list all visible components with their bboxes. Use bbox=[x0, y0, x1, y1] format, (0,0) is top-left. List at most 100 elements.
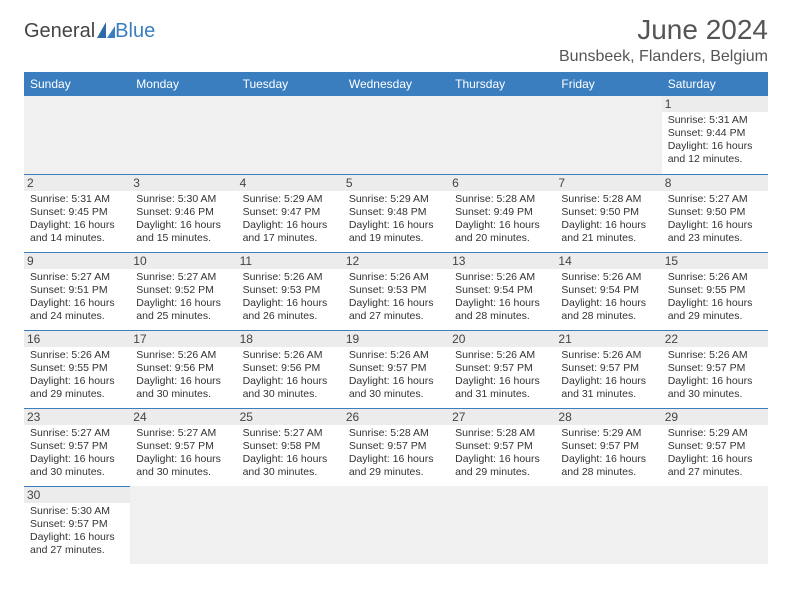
calendar-day-cell: 10Sunrise: 5:27 AMSunset: 9:52 PMDayligh… bbox=[130, 252, 236, 330]
day-info-line: Sunrise: 5:31 AM bbox=[30, 193, 124, 206]
day-info-line: Sunrise: 5:29 AM bbox=[561, 427, 655, 440]
day-info-line: and 24 minutes. bbox=[30, 310, 124, 323]
day-number: 20 bbox=[449, 331, 555, 347]
day-info-line: Daylight: 16 hours bbox=[349, 375, 443, 388]
day-info-line: Sunrise: 5:29 AM bbox=[668, 427, 762, 440]
day-info-line: Sunrise: 5:27 AM bbox=[243, 427, 337, 440]
calendar-day-cell: 12 Sunrise: 5:26 AMSunset: 9:53 PMDayligh… bbox=[343, 252, 449, 330]
day-info: Sunrise: 5:29 AMSunset: 9:57 PMDaylight:… bbox=[668, 427, 762, 480]
day-number: 17 bbox=[130, 331, 236, 347]
day-info-line: Sunrise: 5:31 AM bbox=[668, 114, 762, 127]
weekday-header: Wednesday bbox=[343, 72, 449, 96]
day-info-line: and 26 minutes. bbox=[243, 310, 337, 323]
day-number: 11 bbox=[237, 253, 343, 269]
logo-text-blue: Blue bbox=[115, 20, 155, 43]
day-info: Sunrise: 5:26 AMSunset: 9:55 PMDaylight:… bbox=[668, 271, 762, 324]
day-info-line: and 31 minutes. bbox=[561, 388, 655, 401]
day-info-line: Daylight: 16 hours bbox=[243, 219, 337, 232]
calendar-empty-cell bbox=[343, 486, 449, 564]
day-info-line: Sunset: 9:53 PM bbox=[349, 284, 443, 297]
day-info-line: and 29 minutes. bbox=[349, 466, 443, 479]
day-info: Sunrise: 5:31 AMSunset: 9:45 PMDaylight:… bbox=[30, 193, 124, 246]
day-info-line: Sunrise: 5:26 AM bbox=[243, 349, 337, 362]
calendar-body: 1 Sunrise: 5:31 AMSunset: 9:44 PMDaylight… bbox=[24, 96, 768, 564]
calendar-day-cell: 9 Sunrise: 5:27 AMSunset: 9:51 PMDaylight… bbox=[24, 252, 130, 330]
calendar-empty-cell bbox=[449, 486, 555, 564]
day-info: Sunrise: 5:30 AMSunset: 9:46 PMDaylight:… bbox=[136, 193, 230, 246]
title-block: June 2024 Bunsbeek, Flanders, Belgium bbox=[559, 14, 768, 66]
day-info-line: Sunset: 9:57 PM bbox=[561, 440, 655, 453]
day-number: 9 bbox=[24, 253, 130, 269]
day-info-line: Sunset: 9:57 PM bbox=[349, 362, 443, 375]
day-info-line: Sunset: 9:53 PM bbox=[243, 284, 337, 297]
day-info-line: Sunset: 9:56 PM bbox=[243, 362, 337, 375]
day-info: Sunrise: 5:26 AMSunset: 9:53 PMDaylight:… bbox=[349, 271, 443, 324]
weekday-header: Saturday bbox=[662, 72, 768, 96]
day-number: 1 bbox=[662, 96, 768, 112]
calendar-day-cell: 2Sunrise: 5:31 AMSunset: 9:45 PMDaylight… bbox=[24, 174, 130, 252]
day-info-line: and 15 minutes. bbox=[136, 232, 230, 245]
day-number: 29 bbox=[662, 409, 768, 425]
calendar-day-cell: 3 Sunrise: 5:30 AMSunset: 9:46 PMDaylight… bbox=[130, 174, 236, 252]
day-info: Sunrise: 5:26 AMSunset: 9:54 PMDaylight:… bbox=[455, 271, 549, 324]
calendar-week-row: 2Sunrise: 5:31 AMSunset: 9:45 PMDaylight… bbox=[24, 174, 768, 252]
calendar-day-cell: 20Sunrise: 5:26 AMSunset: 9:57 PMDayligh… bbox=[449, 330, 555, 408]
calendar-empty-cell bbox=[662, 486, 768, 564]
day-info-line: Sunrise: 5:29 AM bbox=[349, 193, 443, 206]
day-info-line: Daylight: 16 hours bbox=[349, 453, 443, 466]
day-info: Sunrise: 5:27 AMSunset: 9:51 PMDaylight:… bbox=[30, 271, 124, 324]
day-info-line: and 30 minutes. bbox=[136, 388, 230, 401]
day-info-line: and 31 minutes. bbox=[455, 388, 549, 401]
calendar-day-cell: 5Sunrise: 5:29 AMSunset: 9:48 PMDaylight… bbox=[343, 174, 449, 252]
day-number: 28 bbox=[555, 409, 661, 425]
calendar-day-cell: 17 Sunrise: 5:26 AMSunset: 9:56 PMDayligh… bbox=[130, 330, 236, 408]
day-info-line: Sunrise: 5:26 AM bbox=[243, 271, 337, 284]
calendar-day-cell: 18Sunrise: 5:26 AMSunset: 9:56 PMDayligh… bbox=[237, 330, 343, 408]
day-info-line: Sunset: 9:49 PM bbox=[455, 206, 549, 219]
day-info-line: Sunrise: 5:26 AM bbox=[349, 271, 443, 284]
day-number: 27 bbox=[449, 409, 555, 425]
weekday-header: Monday bbox=[130, 72, 236, 96]
day-info-line: Sunset: 9:50 PM bbox=[668, 206, 762, 219]
day-info-line: Daylight: 16 hours bbox=[30, 531, 124, 544]
day-number: 3 bbox=[130, 175, 236, 191]
day-info-line: Sunrise: 5:28 AM bbox=[349, 427, 443, 440]
day-info: Sunrise: 5:26 AMSunset: 9:56 PMDaylight:… bbox=[136, 349, 230, 402]
day-info-line: and 28 minutes. bbox=[561, 310, 655, 323]
day-info-line: and 30 minutes. bbox=[30, 466, 124, 479]
calendar-day-cell: 21Sunrise: 5:26 AMSunset: 9:57 PMDayligh… bbox=[555, 330, 661, 408]
calendar-empty-cell bbox=[555, 486, 661, 564]
day-info-line: Daylight: 16 hours bbox=[668, 375, 762, 388]
day-info-line: Sunrise: 5:28 AM bbox=[561, 193, 655, 206]
day-info-line: Daylight: 16 hours bbox=[136, 375, 230, 388]
logo-sail-icon bbox=[97, 21, 115, 37]
day-info-line: Daylight: 16 hours bbox=[455, 453, 549, 466]
day-info-line: Sunset: 9:57 PM bbox=[349, 440, 443, 453]
location: Bunsbeek, Flanders, Belgium bbox=[559, 48, 768, 66]
calendar-day-cell: 15Sunrise: 5:26 AMSunset: 9:55 PMDayligh… bbox=[662, 252, 768, 330]
day-number: 18 bbox=[237, 331, 343, 347]
day-number: 30 bbox=[24, 487, 130, 503]
day-info-line: and 30 minutes. bbox=[136, 466, 230, 479]
calendar-empty-cell bbox=[24, 96, 130, 174]
weekday-header: Friday bbox=[555, 72, 661, 96]
calendar-day-cell: 25Sunrise: 5:27 AMSunset: 9:58 PMDayligh… bbox=[237, 408, 343, 486]
day-info: Sunrise: 5:31 AMSunset: 9:44 PMDaylight:… bbox=[668, 114, 762, 167]
day-info: Sunrise: 5:28 AMSunset: 9:57 PMDaylight:… bbox=[455, 427, 549, 480]
day-info-line: and 27 minutes. bbox=[668, 466, 762, 479]
calendar-empty-cell bbox=[555, 96, 661, 174]
calendar-day-cell: 28Sunrise: 5:29 AMSunset: 9:57 PMDayligh… bbox=[555, 408, 661, 486]
month-title: June 2024 bbox=[559, 14, 768, 46]
day-number: 6 bbox=[449, 175, 555, 191]
day-info: Sunrise: 5:27 AMSunset: 9:58 PMDaylight:… bbox=[243, 427, 337, 480]
day-info-line: Sunset: 9:57 PM bbox=[561, 362, 655, 375]
day-info: Sunrise: 5:28 AMSunset: 9:49 PMDaylight:… bbox=[455, 193, 549, 246]
day-info: Sunrise: 5:26 AMSunset: 9:57 PMDaylight:… bbox=[561, 349, 655, 402]
day-number: 12 bbox=[343, 253, 449, 269]
day-info-line: Daylight: 16 hours bbox=[243, 297, 337, 310]
day-info-line: Daylight: 16 hours bbox=[243, 453, 337, 466]
calendar-empty-cell bbox=[130, 486, 236, 564]
calendar-day-cell: 19Sunrise: 5:26 AMSunset: 9:57 PMDayligh… bbox=[343, 330, 449, 408]
day-number: 5 bbox=[343, 175, 449, 191]
day-info-line: and 23 minutes. bbox=[668, 232, 762, 245]
